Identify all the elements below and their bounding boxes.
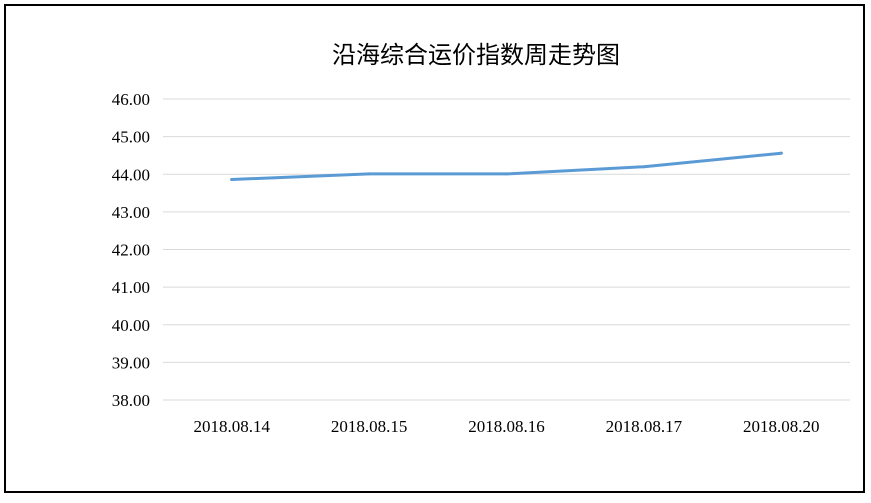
x-tick-label: 2018.08.17 xyxy=(606,417,683,436)
x-tick-label: 2018.08.15 xyxy=(331,417,408,436)
y-tick-label: 45.00 xyxy=(112,128,150,147)
x-tick-label: 2018.08.20 xyxy=(743,417,820,436)
data-point xyxy=(642,165,646,169)
chart-title: 沿海综合运价指数周走势图 xyxy=(332,41,620,69)
x-axis-ticks: 2018.08.14 2018.08.15 2018.08.16 2018.08.17… xyxy=(193,417,819,436)
y-tick-label: 42.00 xyxy=(112,241,150,260)
y-tick-label: 41.00 xyxy=(112,278,150,297)
series-line xyxy=(230,151,783,181)
gridlines xyxy=(163,98,850,401)
data-point xyxy=(367,172,371,176)
series-layer xyxy=(230,151,783,182)
chart-frame xyxy=(4,4,865,493)
y-tick-label: 40.00 xyxy=(112,316,150,335)
data-point xyxy=(505,172,508,176)
x-tick-label: 2018.08.14 xyxy=(193,417,270,436)
y-tick-label: 38.00 xyxy=(112,391,150,410)
y-tick-label: 43.00 xyxy=(112,203,150,222)
x-tick-label: 2018.08.16 xyxy=(468,417,545,436)
y-axis-ticks: 46.00 45.00 44.00 43.00 42.00 41.00 40.00 39.00… xyxy=(112,90,150,410)
y-tick-label: 44.00 xyxy=(112,165,150,184)
data-point xyxy=(779,151,783,155)
y-tick-label: 46.00 xyxy=(112,90,150,109)
data-point xyxy=(230,178,234,182)
y-tick-label: 39.00 xyxy=(112,353,150,372)
